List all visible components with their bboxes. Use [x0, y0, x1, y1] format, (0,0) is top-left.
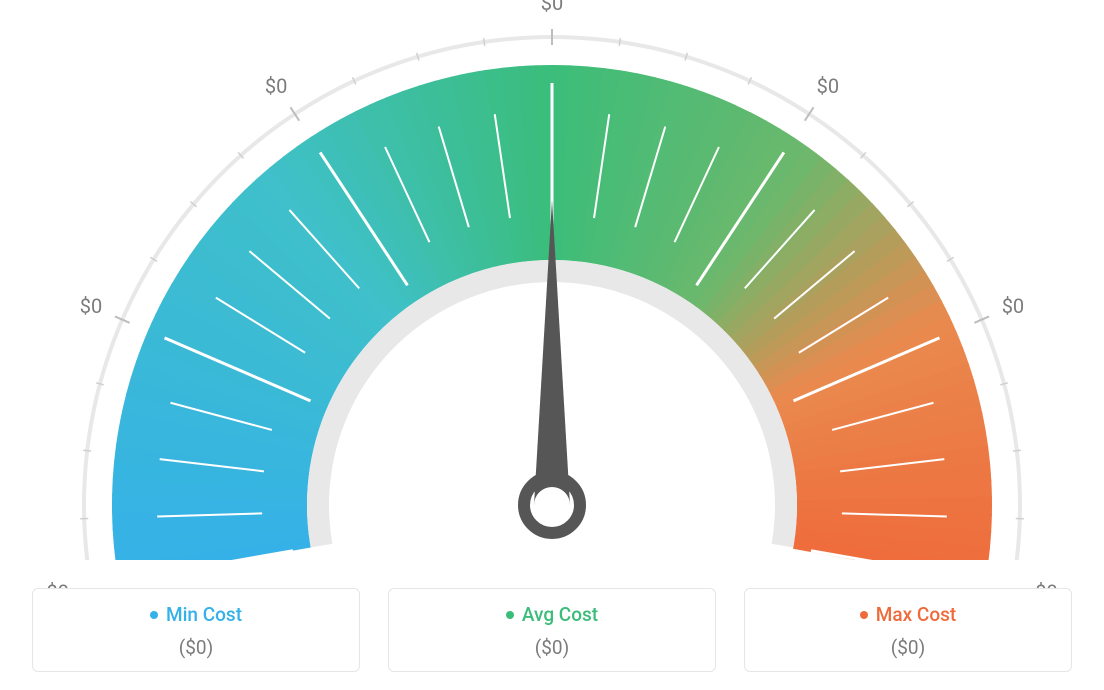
legend-label-min: Min Cost	[166, 603, 242, 626]
legend-dot-avg	[506, 611, 514, 619]
legend-label-max: Max Cost	[876, 603, 956, 626]
gauge-tick-label: $0	[1002, 294, 1024, 318]
legend-value-avg: ($0)	[399, 636, 705, 659]
legend-card-max: Max Cost ($0)	[744, 588, 1072, 672]
gauge-tick-label: $0	[817, 74, 839, 98]
gauge-tick-label: $0	[265, 74, 287, 98]
legend-value-min: ($0)	[43, 636, 349, 659]
legend-dot-min	[150, 611, 158, 619]
legend-row: Min Cost ($0) Avg Cost ($0) Max Cost ($0…	[32, 588, 1072, 672]
legend-title-max: Max Cost	[860, 603, 956, 626]
legend-card-min: Min Cost ($0)	[32, 588, 360, 672]
gauge-svg	[0, 0, 1104, 560]
legend-title-avg: Avg Cost	[506, 603, 598, 626]
gauge-chart: $0$0$0$0$0$0$0	[0, 0, 1104, 560]
legend-card-avg: Avg Cost ($0)	[388, 588, 716, 672]
legend-label-avg: Avg Cost	[522, 603, 598, 626]
gauge-tick-label: $0	[541, 0, 563, 15]
legend-value-max: ($0)	[755, 636, 1061, 659]
legend-title-min: Min Cost	[150, 603, 242, 626]
gauge-tick-label: $0	[80, 294, 102, 318]
legend-dot-max	[860, 611, 868, 619]
